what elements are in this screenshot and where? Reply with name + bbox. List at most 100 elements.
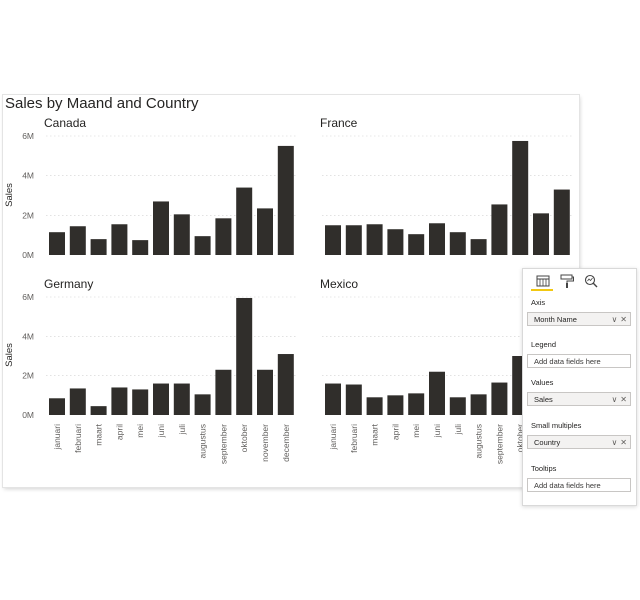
active-tab-indicator	[531, 289, 553, 291]
well-label-values: Values	[531, 378, 554, 387]
well-actions: ∨ ✕	[608, 436, 627, 450]
x-tick-label: september	[218, 424, 228, 464]
bar-france-augustus	[470, 239, 487, 255]
bar-germany-juli	[173, 383, 190, 415]
bar-france-maart	[366, 224, 383, 255]
bar-mexico-augustus	[470, 394, 487, 415]
well-tooltips-field[interactable]: Add data fields here	[527, 478, 631, 492]
x-tick-label: april	[390, 424, 400, 440]
format-tab[interactable]	[559, 273, 575, 289]
bar-france-november	[533, 213, 549, 255]
analytics-tab[interactable]	[583, 273, 599, 289]
x-tick-label: juni	[156, 424, 166, 438]
well-values-field[interactable]: Sales ∨ ✕	[527, 392, 631, 406]
well-small-multiples-value: Country	[534, 438, 561, 447]
visualizations-pane: Axis Month Name ∨ ✕ Legend Add data fields he…	[522, 268, 637, 506]
bar-canada-oktober	[236, 187, 253, 255]
build-visual-icon	[536, 275, 550, 287]
well-actions: ∨ ✕	[608, 313, 627, 327]
x-tick-label: februari	[349, 424, 359, 453]
close-icon[interactable]: ✕	[620, 315, 627, 324]
bar-france-januari	[325, 225, 341, 255]
y-tick-label: 4M	[22, 171, 34, 181]
bar-germany-januari	[49, 398, 65, 415]
x-tick-label: juni	[432, 424, 442, 438]
y-tick-label: 4M	[22, 331, 34, 341]
bar-canada-december	[277, 145, 294, 255]
x-tick-label: juli	[177, 424, 187, 436]
bar-canada-juli	[173, 214, 190, 255]
well-small-multiples-field[interactable]: Country ∨ ✕	[527, 435, 631, 449]
x-tick-label: maart	[94, 423, 104, 445]
x-tick-label: februari	[73, 424, 83, 453]
bar-germany-augustus	[194, 394, 211, 415]
analytics-magnifier-icon	[584, 274, 598, 288]
well-values-value: Sales	[534, 395, 553, 404]
well-label-legend: Legend	[531, 340, 557, 349]
x-tick-label: maart	[370, 423, 380, 445]
x-tick-label: juli	[453, 424, 463, 436]
bar-mexico-april	[387, 395, 404, 415]
well-legend-field[interactable]: Add data fields here	[527, 354, 631, 368]
well-actions: ∨ ✕	[608, 393, 627, 407]
x-tick-label: mei	[411, 424, 421, 438]
bar-mexico-januari	[325, 383, 341, 415]
y-axis-title: Sales	[4, 343, 15, 367]
close-icon[interactable]: ✕	[620, 438, 627, 447]
pane-tabs	[523, 269, 636, 293]
panel-title-mexico: Mexico	[320, 277, 358, 291]
chevron-down-icon[interactable]: ∨	[611, 438, 618, 447]
bar-mexico-juni	[429, 371, 445, 415]
x-tick-label: oktober	[239, 424, 249, 453]
panel-title-canada: Canada	[44, 116, 86, 130]
x-tick-label: september	[494, 424, 504, 464]
well-axis-field[interactable]: Month Name ∨ ✕	[527, 312, 631, 326]
bar-canada-augustus	[194, 236, 211, 255]
bar-germany-februari	[69, 388, 86, 415]
y-tick-label: 0M	[22, 410, 34, 420]
format-paintroller-icon	[560, 274, 574, 288]
bar-mexico-mei	[408, 393, 425, 415]
build-visual-tab[interactable]	[535, 273, 551, 289]
well-tooltips-value: Add data fields here	[534, 481, 601, 490]
bar-mexico-maart	[366, 397, 383, 415]
x-tick-label: april	[114, 424, 124, 440]
y-tick-label: 2M	[22, 371, 34, 381]
x-tick-label: mei	[135, 424, 145, 438]
bar-canada-november	[257, 208, 273, 255]
well-label-axis: Axis	[531, 298, 546, 307]
chevron-down-icon[interactable]: ∨	[611, 315, 618, 324]
well-axis-value: Month Name	[534, 315, 577, 324]
bar-germany-april	[111, 387, 128, 415]
bar-france-mei	[408, 234, 425, 255]
well-legend-value: Add data fields here	[534, 357, 601, 366]
x-tick-label: augustus	[198, 424, 208, 459]
bar-germany-maart	[90, 406, 107, 415]
x-tick-label: augustus	[474, 424, 484, 459]
bar-germany-mei	[132, 389, 149, 415]
y-tick-label: 6M	[22, 131, 34, 141]
x-tick-label: november	[260, 424, 270, 462]
close-icon[interactable]: ✕	[620, 395, 627, 404]
y-axis-title: Sales	[4, 183, 15, 207]
bar-france-december	[553, 189, 570, 255]
bar-canada-februari	[69, 226, 86, 255]
panel-title-germany: Germany	[44, 277, 93, 291]
bar-canada-juni	[153, 201, 169, 255]
bar-germany-november	[257, 369, 273, 415]
bar-germany-juni	[153, 383, 169, 415]
y-tick-label: 2M	[22, 210, 34, 220]
bar-canada-maart	[90, 239, 107, 255]
y-tick-label: 6M	[22, 292, 34, 302]
bar-canada-april	[111, 224, 128, 255]
x-tick-label: oktober	[515, 424, 525, 453]
well-label-small-multiples: Small multiples	[531, 421, 582, 430]
bar-canada-mei	[132, 240, 149, 255]
bar-germany-oktober	[236, 297, 253, 415]
bar-france-juni	[429, 223, 445, 255]
chevron-down-icon[interactable]: ∨	[611, 395, 618, 404]
well-label-tooltips: Tooltips	[531, 464, 557, 473]
x-tick-label: december	[281, 424, 291, 462]
bar-mexico-februari	[345, 384, 362, 415]
bar-mexico-september	[491, 382, 508, 415]
